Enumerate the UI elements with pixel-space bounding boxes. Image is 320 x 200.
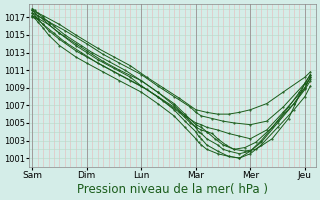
X-axis label: Pression niveau de la mer( hPa ): Pression niveau de la mer( hPa ) <box>77 183 268 196</box>
